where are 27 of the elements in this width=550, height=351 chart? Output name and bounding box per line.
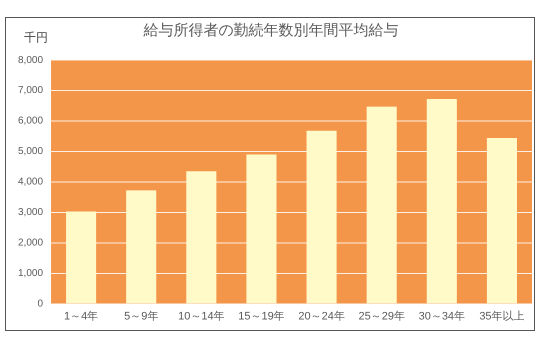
bar [486, 138, 517, 304]
x-tick-label: 35年以上 [479, 309, 525, 322]
x-tick-label: 25～29年 [358, 310, 405, 322]
y-tick-label: 4,000 [18, 176, 44, 188]
x-tick-label: 10～14年 [178, 310, 225, 322]
x-tick-label: 5～9年 [124, 310, 158, 322]
chart-title: 給与所得者の勤続年数別年間平均給与 [142, 22, 398, 40]
y-tick-label: 7,000 [18, 85, 44, 96]
x-tick-label: 15～19年 [238, 310, 285, 322]
y-tick-label: 6,000 [18, 116, 44, 127]
x-tick-label: 30～34年 [418, 310, 466, 322]
y-tick-label: 2,000 [18, 238, 44, 249]
bar [126, 190, 156, 304]
bar [66, 211, 96, 304]
bar [366, 106, 397, 304]
bar [426, 99, 457, 304]
y-tick-label: 1,000 [18, 268, 44, 280]
y-axis-title: 千円 [24, 30, 48, 44]
bar [186, 171, 216, 304]
bar [306, 130, 337, 304]
y-tick-label: 0 [37, 298, 44, 310]
x-tick-label: 1～4年 [64, 310, 98, 322]
y-tick-label: 8,000 [18, 54, 44, 66]
bar [246, 154, 276, 304]
y-tick-label: 5,000 [18, 146, 44, 158]
y-tick-label: 3,000 [18, 207, 44, 218]
x-tick-label: 20～24年 [298, 310, 345, 322]
